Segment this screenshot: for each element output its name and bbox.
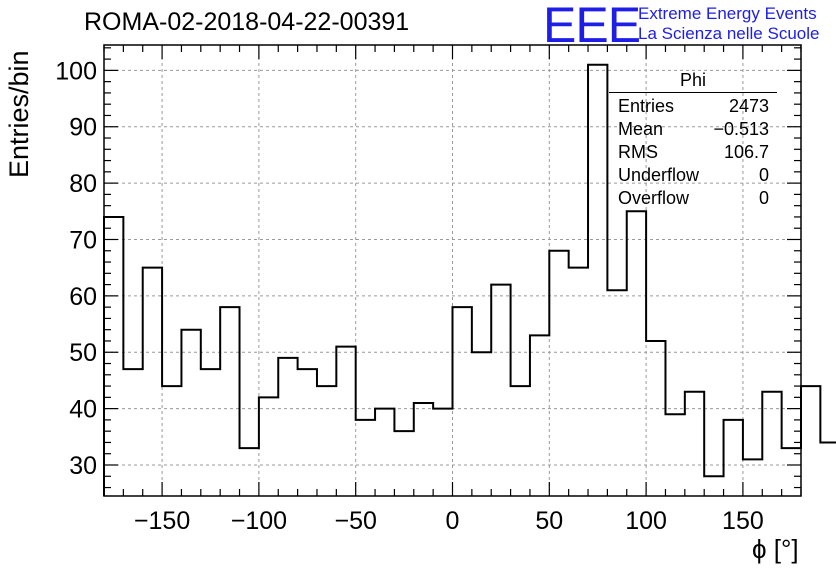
histogram-bin [472, 352, 491, 496]
y-tick-label: 100 [55, 57, 97, 85]
y-tick-label: 40 [69, 396, 97, 424]
histogram-bin [820, 442, 836, 496]
histogram-bin [394, 431, 413, 496]
y-tick-label: 30 [69, 452, 97, 480]
histogram-bin [607, 290, 626, 496]
stats-value: −0.513 [713, 119, 769, 139]
stats-value: 2473 [728, 96, 769, 116]
x-tick-label: 50 [535, 507, 563, 535]
histogram-bin [588, 65, 607, 496]
stats-value: 0 [758, 188, 769, 208]
x-tick-label: −100 [231, 507, 287, 535]
histogram-bin [685, 392, 704, 496]
histogram-bin [298, 369, 317, 496]
y-tick-label: 70 [69, 226, 97, 254]
histogram-bin [801, 386, 820, 496]
eee-logo-mark: EEE [543, 0, 641, 53]
plot-title: ROMA-02-2018-04-22-00391 [84, 8, 410, 36]
stats-row-overflow: Overflow 0 [609, 187, 777, 210]
histogram-bin [453, 307, 472, 496]
y-tick-label: 80 [69, 170, 97, 198]
histogram-bin [549, 251, 568, 496]
histogram-bin [336, 347, 355, 496]
y-axis-label: Entries/bin [4, 50, 34, 178]
histogram-bin [414, 403, 433, 496]
histogram-bin [123, 369, 142, 496]
stats-value: 0 [758, 165, 769, 185]
histogram-bin [375, 409, 394, 496]
axis-ticks [103, 45, 802, 496]
stats-row-underflow: Underflow 0 [609, 164, 777, 187]
tick-labels: −150 −100 −50 0 50 100 150 30 40 50 60 70 80 90 100 [55, 57, 763, 535]
histogram-bin [259, 397, 278, 496]
stats-label: Overflow [618, 188, 690, 208]
stats-name: Phi [609, 70, 777, 93]
histogram-bin [646, 341, 665, 496]
y-tick-label: 60 [69, 283, 97, 311]
x-tick-label: −150 [134, 507, 190, 535]
x-tick-label: 0 [446, 507, 460, 535]
histogram-bin [627, 211, 646, 496]
histogram-bin [569, 268, 588, 496]
histogram-bin [665, 414, 684, 496]
histogram-bin [240, 448, 259, 496]
x-tick-label: 100 [625, 507, 667, 535]
histogram-bin [530, 335, 549, 496]
histogram-bars [103, 63, 836, 496]
histogram-bin [143, 268, 162, 496]
stats-row-rms: RMS 106.7 [609, 141, 777, 164]
histogram-bin [782, 448, 801, 496]
stats-row-entries: Entries 2473 [609, 95, 777, 118]
histogram-bin [743, 459, 762, 496]
histogram-bin [491, 285, 510, 496]
x-axis-label: ϕ [°] [752, 534, 799, 564]
x-tick-label: −50 [334, 507, 376, 535]
stats-label: RMS [618, 142, 658, 162]
y-tick-label: 50 [69, 339, 97, 367]
x-tick-label: 150 [722, 507, 764, 535]
stats-label: Entries [618, 96, 675, 116]
histogram-bin [433, 409, 452, 496]
histogram-bin [104, 217, 123, 496]
eee-logo-text: Extreme Energy Events La Scienza nelle S… [638, 4, 819, 44]
stats-row-mean: Mean −0.513 [609, 118, 777, 141]
histogram-bin [704, 476, 723, 496]
stats-value: 106.7 [723, 142, 769, 162]
histogram-bin [162, 386, 181, 496]
histogram-bin [724, 420, 743, 496]
y-tick-label: 90 [69, 114, 97, 142]
stats-label: Mean [618, 119, 664, 139]
stats-label: Underflow [618, 165, 700, 185]
stats-box: Phi Entries 2473 Mean −0.513 RMS 106.7 U… [609, 70, 777, 210]
histogram-bin [201, 369, 220, 496]
logo-line-1: Extreme Energy Events [638, 4, 817, 23]
histogram-bin [181, 330, 200, 496]
histogram-bin [317, 386, 336, 496]
histogram-step-line [103, 63, 836, 496]
histogram-bin [511, 386, 530, 496]
logo-line-2: La Scienza nelle Scuole [638, 24, 820, 43]
plot-frame [103, 44, 802, 497]
histogram-bin [356, 420, 375, 496]
histogram-bin [220, 307, 239, 496]
histogram-bin [762, 392, 781, 496]
histogram-bin [278, 358, 297, 496]
